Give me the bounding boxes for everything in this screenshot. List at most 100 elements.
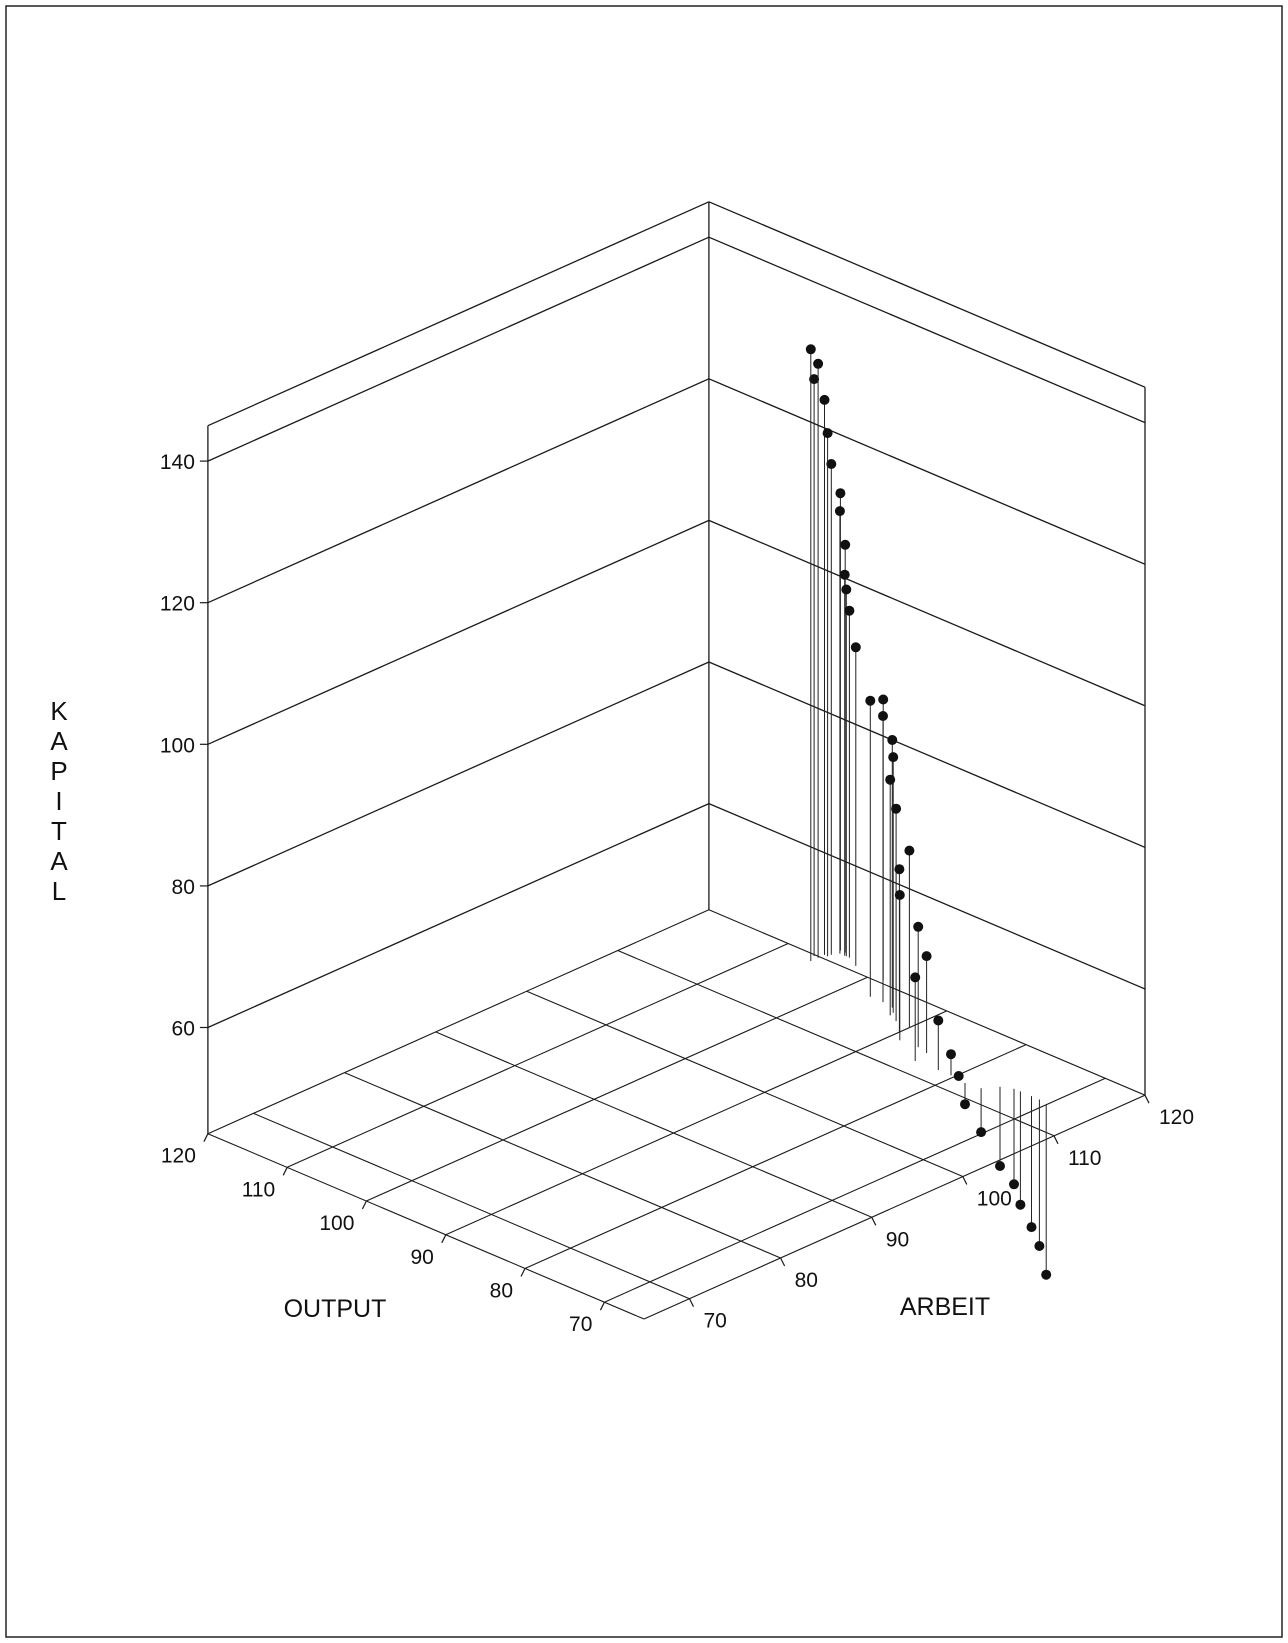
x-tick-mark	[361, 1200, 367, 1210]
left-wall-gridline	[207, 661, 710, 887]
y-tick-mark	[1053, 1135, 1059, 1145]
data-point	[878, 694, 889, 705]
floor-gridline-y	[435, 1031, 873, 1218]
data-point	[841, 584, 852, 595]
data-point	[953, 1071, 964, 1081]
axis-ticks: 60 80 100 120 140 70 80 90 100 110 120 70 80 90 100 110…	[160, 451, 1194, 1336]
data-point	[1034, 1241, 1045, 1251]
floor-gridline-x	[286, 942, 789, 1168]
floor-gridline-x	[366, 976, 868, 1202]
x-tick-mark	[441, 1234, 447, 1244]
x-tick-mark	[203, 1133, 209, 1142]
data-point	[819, 394, 830, 405]
data-point	[995, 1161, 1005, 1171]
data-point	[1015, 1199, 1026, 1210]
data-point	[887, 735, 898, 745]
data-point	[933, 1015, 944, 1026]
floor-gridline-x	[643, 1094, 1146, 1320]
data-point	[865, 695, 876, 706]
y-tick-label: 80	[795, 1269, 818, 1292]
data-point	[813, 358, 824, 369]
z-tick-label: 140	[160, 451, 195, 474]
data-point	[809, 374, 820, 385]
floor-grid	[207, 909, 1146, 1320]
data-point	[878, 711, 888, 721]
z-tick-label: 60	[172, 1018, 195, 1041]
z-tick-label: 100	[160, 734, 195, 757]
right-wall-gridline	[708, 803, 1146, 990]
y-tick-mark	[688, 1298, 695, 1307]
right-wall-gridline	[708, 236, 1146, 424]
left-wall-gridline	[207, 803, 710, 1029]
floor-gridline-x	[445, 1010, 948, 1236]
right-wall-gridline	[708, 378, 1146, 565]
x-tick-mark	[599, 1301, 605, 1311]
data-point	[835, 488, 846, 499]
data-point	[894, 890, 905, 900]
x-tick-label: 120	[161, 1145, 196, 1168]
x-tick-mark	[520, 1268, 526, 1277]
y-tick-mark	[871, 1217, 877, 1226]
data-point	[904, 845, 915, 856]
data-point	[840, 539, 851, 550]
left-wall-top	[207, 201, 710, 427]
right-wall-top	[708, 201, 1146, 388]
data-point	[960, 1099, 970, 1110]
floor-gridline-x	[207, 909, 710, 1135]
x-tick-label: 80	[490, 1280, 513, 1303]
x-tick-label: 70	[569, 1313, 592, 1336]
x-tick-label: 110	[242, 1178, 275, 1201]
y-tick-label: 120	[1159, 1106, 1194, 1129]
x-tick-label: 90	[410, 1246, 433, 1269]
chart-walls	[207, 201, 1146, 1134]
data-point	[1026, 1222, 1037, 1233]
data-needles	[805, 344, 1052, 1280]
y-axis-label: ARBEIT	[900, 1293, 990, 1321]
left-wall-gridline	[207, 378, 710, 604]
y-tick-label: 70	[704, 1310, 727, 1333]
floor-gridline-x	[604, 1077, 1106, 1303]
data-point	[826, 459, 837, 469]
z-tick-label: 120	[160, 593, 195, 616]
floor-gridline-y	[526, 990, 964, 1178]
data-point	[805, 344, 816, 355]
data-point	[910, 972, 921, 983]
data-point	[891, 803, 902, 814]
y-tick-mark	[1144, 1094, 1150, 1104]
y-tick-mark	[780, 1257, 786, 1267]
data-point	[921, 951, 932, 962]
right-wall-gridline	[708, 661, 1146, 848]
data-point	[885, 774, 896, 785]
left-wall-gridline	[207, 236, 710, 462]
data-point	[850, 642, 861, 653]
z-tick-label: 80	[172, 876, 195, 899]
data-point	[913, 921, 924, 932]
floor-gridline-y	[617, 949, 1055, 1137]
y-tick-label: 90	[886, 1228, 909, 1251]
data-point	[844, 605, 855, 616]
x-axis-label: OUTPUT	[284, 1295, 387, 1323]
data-point	[888, 752, 899, 763]
left-wall-gridline	[207, 519, 710, 745]
data-point	[894, 864, 905, 875]
data-point	[946, 1049, 956, 1060]
right-wall-gridline	[708, 519, 1146, 707]
data-point	[839, 569, 850, 580]
x-tick-label: 100	[319, 1212, 354, 1235]
floor-gridline-y	[207, 1133, 645, 1320]
floor-gridline-y	[253, 1112, 690, 1300]
data-point	[822, 428, 833, 439]
y-tick-label: 100	[977, 1188, 1012, 1211]
y-tick-mark	[962, 1176, 968, 1185]
data-point	[1009, 1179, 1019, 1190]
data-point	[976, 1127, 987, 1138]
floor-gridline-y	[344, 1072, 781, 1259]
y-tick-label: 110	[1068, 1147, 1101, 1170]
x-tick-mark	[282, 1167, 288, 1176]
page-border	[5, 5, 1283, 1638]
floor-gridline-x	[524, 1044, 1027, 1270]
data-point	[834, 506, 845, 517]
data-point	[1041, 1269, 1052, 1280]
